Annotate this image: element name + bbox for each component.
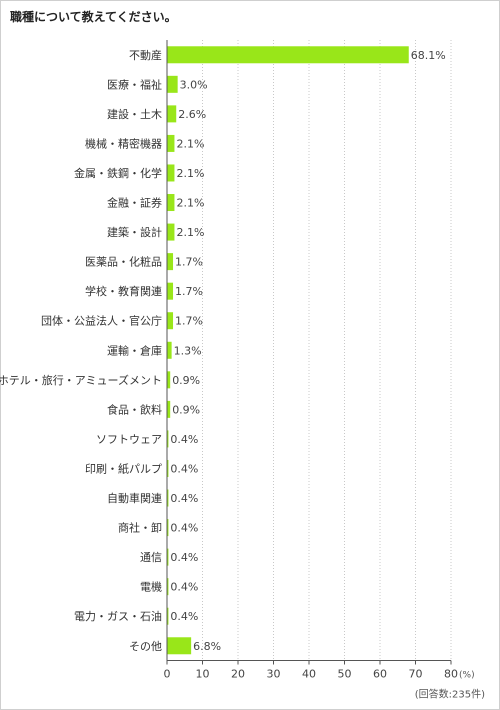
category-label: ホテル・旅行・アミューズメント xyxy=(0,373,162,387)
bar xyxy=(167,341,172,359)
x-tick-label: 20 xyxy=(231,668,245,681)
category-label: 印刷・紙パルプ xyxy=(85,461,162,475)
category-label: 自動車関連 xyxy=(107,491,162,505)
value-label: 0.4% xyxy=(170,551,198,564)
value-label: 2.1% xyxy=(176,167,204,180)
category-label: 医療・福祉 xyxy=(107,77,162,91)
bar xyxy=(167,75,178,93)
category-label: 金融・証券 xyxy=(107,196,162,210)
x-tick-label: 0 xyxy=(164,668,171,681)
category-label: 建設・土木 xyxy=(107,107,162,121)
category-label: 運輸・倉庫 xyxy=(107,343,162,357)
category-label: 建築・設計 xyxy=(107,225,162,239)
value-label: 0.4% xyxy=(170,581,198,594)
category-label: 不動産 xyxy=(129,48,162,62)
bar xyxy=(167,164,175,182)
category-label: その他 xyxy=(129,640,162,653)
value-label: 0.9% xyxy=(172,374,200,387)
x-tick-label: 80 xyxy=(444,668,458,681)
bar xyxy=(167,223,175,241)
category-label: 電力・ガス・石油 xyxy=(74,609,162,623)
bar xyxy=(167,194,175,212)
value-label: 0.4% xyxy=(170,492,198,505)
value-label: 2.1% xyxy=(176,137,204,150)
bar xyxy=(167,430,169,448)
bar xyxy=(167,134,175,152)
bar xyxy=(167,312,174,330)
value-label: 1.3% xyxy=(174,344,202,357)
bar xyxy=(167,371,171,389)
category-label: 機械・精密機器 xyxy=(85,136,162,150)
value-label: 68.1% xyxy=(411,49,446,62)
value-label: 2.1% xyxy=(176,226,204,239)
category-label: 学校・教育関連 xyxy=(85,284,162,298)
bar xyxy=(167,578,169,596)
bar xyxy=(167,548,169,566)
value-label: 1.7% xyxy=(175,285,203,298)
response-count-note: (回答数:235件) xyxy=(415,688,485,701)
bar xyxy=(167,489,169,507)
category-label: 商社・卸 xyxy=(118,521,162,535)
category-label: 医薬品・化粧品 xyxy=(85,255,162,269)
value-label: 0.4% xyxy=(170,433,198,446)
bar xyxy=(167,282,174,300)
x-tick-label: 40 xyxy=(302,668,316,681)
value-label: 3.0% xyxy=(180,78,208,91)
value-label: 1.7% xyxy=(175,315,203,328)
category-label: 食品・飲料 xyxy=(107,402,162,416)
bar xyxy=(167,400,171,418)
x-tick-label: 70 xyxy=(409,668,423,681)
value-label: 2.1% xyxy=(176,197,204,210)
x-axis-unit: (%) xyxy=(459,671,475,681)
bar xyxy=(167,459,169,477)
category-label: 団体・公益法人・官公庁 xyxy=(41,314,162,328)
x-tick-label: 10 xyxy=(196,668,210,681)
bar xyxy=(167,253,174,271)
category-label: 電機 xyxy=(140,580,162,594)
value-label: 0.4% xyxy=(170,462,198,475)
category-label: 金属・鉄鋼・化学 xyxy=(74,166,162,180)
x-tick-label: 60 xyxy=(373,668,387,681)
bar xyxy=(167,105,177,123)
category-label: ソフトウェア xyxy=(96,433,162,446)
value-label: 6.8% xyxy=(193,640,221,653)
value-label: 0.4% xyxy=(170,610,198,623)
chart-title: 職種について教えてください。 xyxy=(10,10,177,24)
bar xyxy=(167,637,192,655)
bar xyxy=(167,519,169,537)
value-label: 0.9% xyxy=(172,403,200,416)
x-tick-label: 50 xyxy=(338,668,352,681)
bar xyxy=(167,607,169,625)
value-label: 1.7% xyxy=(175,256,203,269)
bar xyxy=(167,46,409,64)
value-label: 0.4% xyxy=(170,522,198,535)
x-tick-label: 30 xyxy=(267,668,281,681)
category-label: 通信 xyxy=(140,551,162,564)
value-label: 2.6% xyxy=(178,108,206,121)
